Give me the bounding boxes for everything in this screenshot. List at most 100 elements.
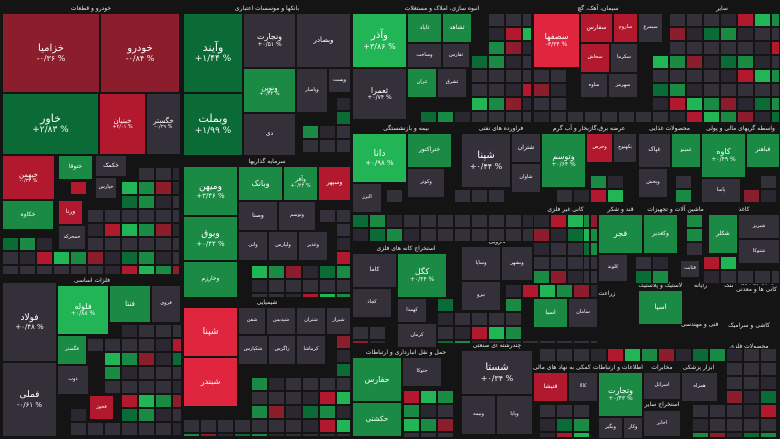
stock-tile-small[interactable] (590, 242, 598, 256)
stock-tile[interactable]: وبملت +۱/۹۹ % (183, 93, 243, 156)
stock-tile-small[interactable] (319, 377, 336, 391)
stock-tile-small[interactable] (522, 27, 532, 41)
stock-tile-small[interactable] (556, 432, 573, 438)
stock-tile-small[interactable] (2, 265, 19, 275)
stock-tile-small[interactable] (522, 340, 539, 344)
stock-tile-small[interactable] (686, 13, 703, 27)
stock-tile[interactable]: ثشاهد (442, 13, 472, 43)
stock-tile-small[interactable] (709, 404, 726, 418)
stock-tile[interactable]: شاوان (511, 163, 541, 193)
stock-tile[interactable]: دانا +۰/۹۸ % (352, 133, 407, 183)
stock-tile-small[interactable] (319, 279, 336, 293)
stock-tile-small[interactable] (336, 293, 351, 298)
stock-tile-small[interactable] (217, 419, 234, 433)
stock-tile[interactable]: حکشتی (352, 402, 402, 437)
stock-tile-small[interactable] (251, 391, 268, 405)
stock-tile-small[interactable] (635, 270, 652, 284)
stock-tile-small[interactable] (573, 432, 590, 438)
stock-tile-small[interactable] (669, 69, 686, 83)
stock-tile-small[interactable] (692, 432, 709, 438)
stock-tile-small[interactable] (692, 418, 709, 432)
stock-tile-small[interactable] (754, 69, 771, 83)
stock-tile[interactable]: خبنیان +۲/۰۱ % (99, 93, 146, 155)
stock-tile[interactable]: خگستر -۰/۲۹ % (146, 93, 181, 155)
stock-tile-small[interactable] (138, 408, 155, 422)
stock-tile-small[interactable] (104, 352, 121, 366)
stock-tile-small[interactable] (336, 363, 351, 377)
stock-tile-small[interactable] (352, 214, 369, 228)
stock-tile[interactable]: وبوق +۰/۴۴ % (183, 216, 238, 261)
stock-tile-small[interactable] (155, 223, 172, 237)
stock-tile-small[interactable] (505, 41, 522, 55)
stock-tile-small[interactable] (737, 69, 754, 83)
stock-tile-small[interactable] (121, 408, 138, 422)
stock-tile-small[interactable] (251, 279, 268, 293)
stock-tile-small[interactable] (155, 408, 172, 422)
stock-tile-small[interactable] (121, 237, 138, 251)
stock-tile[interactable]: شپدیس (266, 307, 296, 335)
stock-tile-small[interactable] (550, 214, 567, 228)
stock-tile-small[interactable] (760, 432, 777, 438)
stock-tile-small[interactable] (336, 335, 351, 349)
stock-tile-small[interactable] (709, 432, 726, 438)
stock-tile-small[interactable] (251, 433, 268, 437)
stock-tile-small[interactable] (743, 390, 760, 404)
stock-tile[interactable]: وبگیر (598, 417, 623, 439)
stock-tile[interactable]: شفن (238, 307, 266, 335)
stock-tile-small[interactable] (200, 433, 217, 437)
stock-tile-small[interactable] (104, 223, 121, 237)
stock-tile-small[interactable] (336, 111, 351, 125)
stock-tile-small[interactable] (703, 111, 720, 123)
stock-tile-small[interactable] (533, 270, 550, 284)
stock-tile-small[interactable] (336, 223, 351, 237)
stock-tile-small[interactable] (386, 228, 403, 242)
stock-tile-small[interactable] (567, 111, 584, 123)
stock-tile-small[interactable] (522, 69, 532, 83)
stock-tile-small[interactable] (590, 284, 598, 298)
stock-tile[interactable]: وکوثر (407, 168, 445, 198)
stock-tile-small[interactable] (471, 326, 488, 340)
stock-tile-small[interactable] (539, 432, 556, 438)
stock-tile-small[interactable] (172, 408, 182, 422)
stock-tile-small[interactable] (121, 366, 138, 380)
stock-tile-small[interactable] (669, 13, 686, 27)
stock-tile-small[interactable] (488, 27, 505, 41)
stock-tile-small[interactable] (403, 214, 420, 228)
stock-tile-small[interactable] (760, 189, 777, 203)
stock-tile-small[interactable] (505, 69, 522, 83)
stock-tile-small[interactable] (53, 265, 70, 275)
stock-tile-small[interactable] (584, 111, 601, 123)
stock-tile-small[interactable] (155, 195, 172, 209)
stock-tile-small[interactable] (624, 348, 641, 362)
stock-tile-small[interactable] (743, 418, 760, 432)
stock-tile-small[interactable] (172, 394, 182, 408)
stock-tile-small[interactable] (703, 83, 720, 97)
stock-tile-small[interactable] (437, 298, 454, 312)
stock-tile-small[interactable] (319, 265, 336, 279)
stock-tile-small[interactable] (533, 111, 550, 123)
stock-tile-small[interactable] (336, 237, 351, 251)
stock-tile-small[interactable] (268, 391, 285, 405)
stock-tile[interactable]: شکپارس (238, 335, 268, 365)
stock-tile[interactable]: فگستر (57, 335, 87, 365)
stock-tile-small[interactable] (709, 418, 726, 432)
stock-tile-small[interactable] (121, 338, 138, 352)
stock-tile-small[interactable] (36, 237, 53, 251)
stock-tile-small[interactable] (172, 366, 182, 380)
stock-tile-small[interactable] (522, 13, 532, 27)
stock-tile-small[interactable] (505, 284, 522, 298)
stock-tile-small[interactable] (200, 419, 217, 433)
stock-tile-small[interactable] (488, 189, 505, 203)
stock-tile[interactable]: کچاد (352, 288, 392, 318)
stock-tile[interactable]: خپارس (95, 177, 117, 199)
stock-tile-small[interactable] (737, 270, 754, 284)
stock-tile-small[interactable] (2, 237, 19, 251)
stock-tile[interactable]: فولاد +۰/۴۸ % (2, 282, 57, 362)
stock-tile-small[interactable] (754, 111, 771, 123)
stock-tile-small[interactable] (121, 324, 138, 338)
stock-tile-small[interactable] (686, 228, 703, 242)
stock-tile[interactable]: ورنا (58, 200, 83, 225)
stock-tile-small[interactable] (754, 270, 771, 284)
stock-tile-small[interactable] (550, 111, 567, 123)
stock-tile[interactable]: فروی (151, 285, 181, 323)
